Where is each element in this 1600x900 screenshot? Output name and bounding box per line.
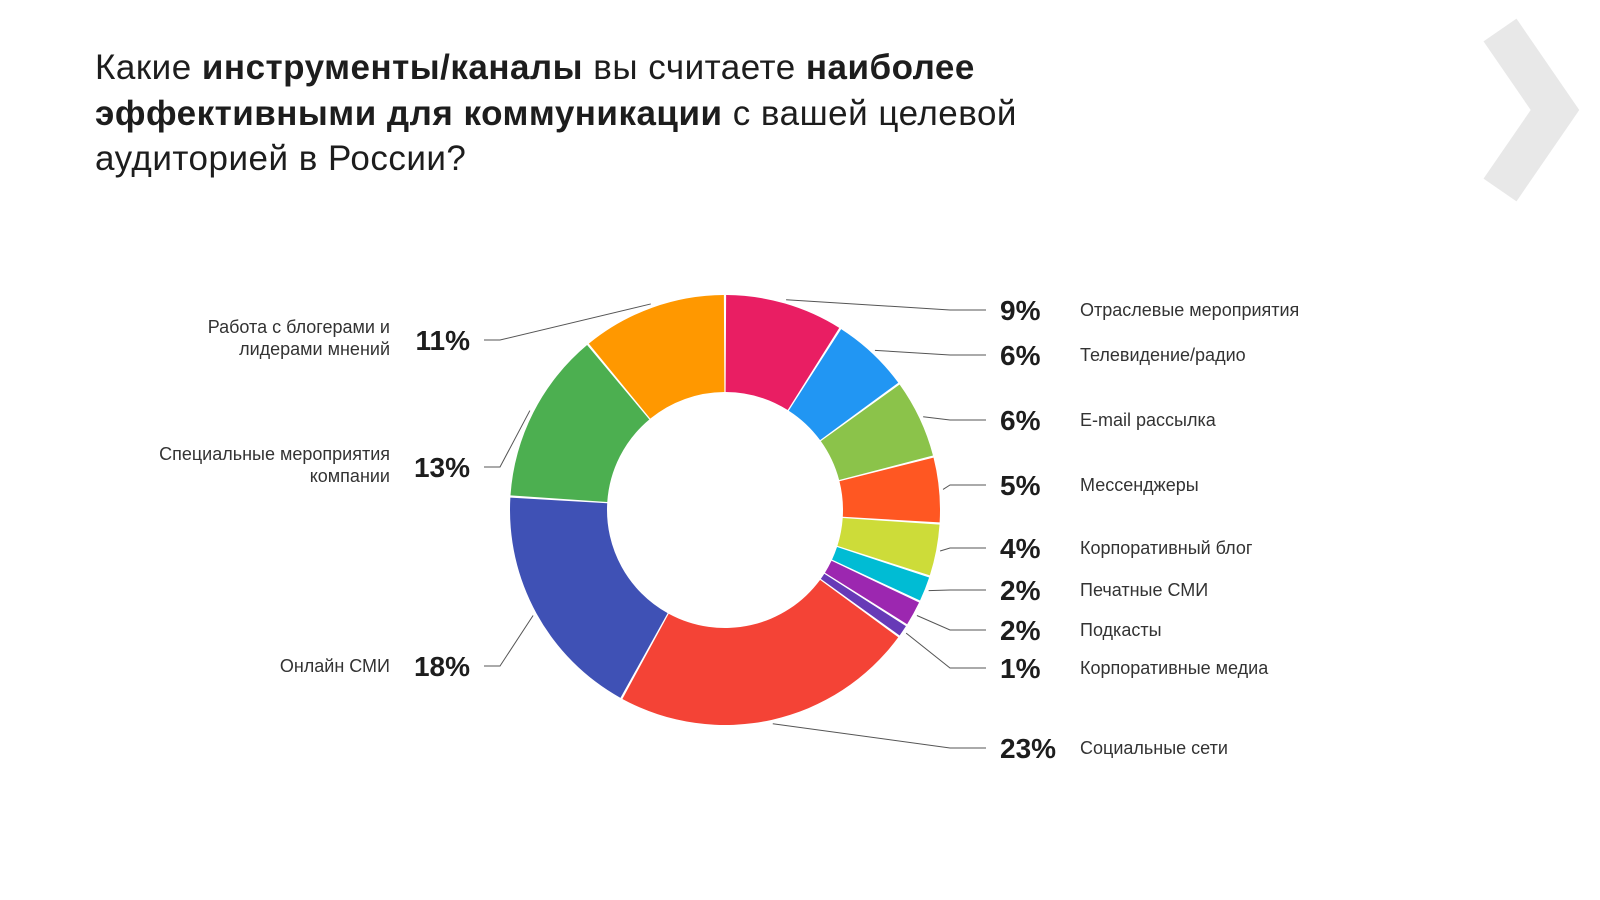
- leader-line: [940, 548, 986, 551]
- segment-value: 1%: [1000, 653, 1041, 684]
- segment-label: Подкасты: [1080, 620, 1162, 640]
- leader-line: [484, 616, 533, 666]
- segment-label: Телевидение/радио: [1080, 345, 1246, 365]
- segment-label: Онлайн СМИ: [280, 656, 390, 676]
- segment-label: Специальные мероприятиякомпании: [159, 444, 390, 486]
- segment-label: Работа с блогерами илидерами мнений: [208, 317, 390, 359]
- leader-line: [923, 417, 986, 420]
- segment-value: 6%: [1000, 340, 1041, 371]
- leader-line: [943, 485, 986, 489]
- segment-value: 2%: [1000, 615, 1041, 646]
- segment-label: Мессенджеры: [1080, 475, 1199, 495]
- segment-label: Социальные сети: [1080, 738, 1228, 758]
- segment-label: Корпоративный блог: [1080, 538, 1253, 558]
- segment-label: Отраслевые мероприятия: [1080, 300, 1299, 320]
- leader-line: [875, 350, 986, 355]
- segment-label: Печатные СМИ: [1080, 580, 1208, 600]
- segment-value: 18%: [414, 651, 470, 682]
- segment-value: 2%: [1000, 575, 1041, 606]
- segment-label: Корпоративные медиа: [1080, 658, 1269, 678]
- leader-line: [917, 616, 986, 630]
- segment-value: 13%: [414, 452, 470, 483]
- segment-value: 4%: [1000, 533, 1041, 564]
- leader-line: [786, 300, 986, 310]
- leader-line: [906, 633, 986, 668]
- segment-value: 23%: [1000, 733, 1056, 764]
- leader-line: [773, 724, 986, 748]
- segment-value: 11%: [416, 325, 471, 356]
- segment-value: 5%: [1000, 470, 1041, 501]
- segment-value: 6%: [1000, 405, 1041, 436]
- segment-label: E-mail рассылка: [1080, 410, 1217, 430]
- leader-line: [929, 590, 986, 591]
- segment-value: 9%: [1000, 295, 1041, 326]
- donut-chart: 9% Отраслевые мероприятия 6% Телевидение/ра…: [0, 0, 1600, 900]
